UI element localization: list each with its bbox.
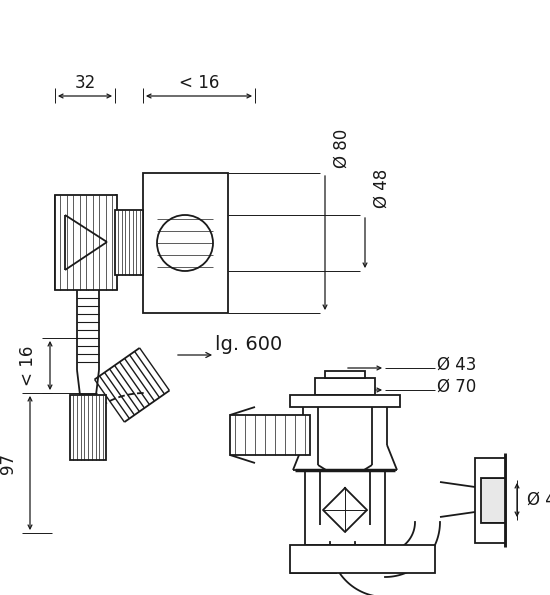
Text: < 16: < 16 bbox=[179, 74, 219, 92]
Bar bbox=[290, 395, 400, 407]
Bar bbox=[325, 371, 365, 378]
Bar bbox=[143, 173, 228, 313]
Text: 97: 97 bbox=[0, 453, 17, 474]
Circle shape bbox=[157, 215, 213, 271]
Bar bbox=[475, 458, 505, 543]
Text: Ø 43: Ø 43 bbox=[437, 356, 476, 374]
Bar bbox=[290, 545, 435, 573]
Bar bbox=[55, 195, 117, 290]
Text: lg. 600: lg. 600 bbox=[215, 336, 282, 355]
Text: Ø 40: Ø 40 bbox=[527, 491, 550, 509]
Bar bbox=[70, 395, 106, 460]
Text: Ø 80: Ø 80 bbox=[333, 129, 351, 168]
Text: Ø 48: Ø 48 bbox=[373, 168, 391, 208]
Bar bbox=[115, 210, 143, 275]
Bar bbox=[481, 478, 505, 523]
Text: < 16: < 16 bbox=[19, 345, 37, 386]
Text: Ø 70: Ø 70 bbox=[437, 378, 476, 396]
Bar bbox=[230, 415, 310, 455]
Text: 32: 32 bbox=[74, 74, 96, 92]
Bar bbox=[315, 378, 375, 395]
